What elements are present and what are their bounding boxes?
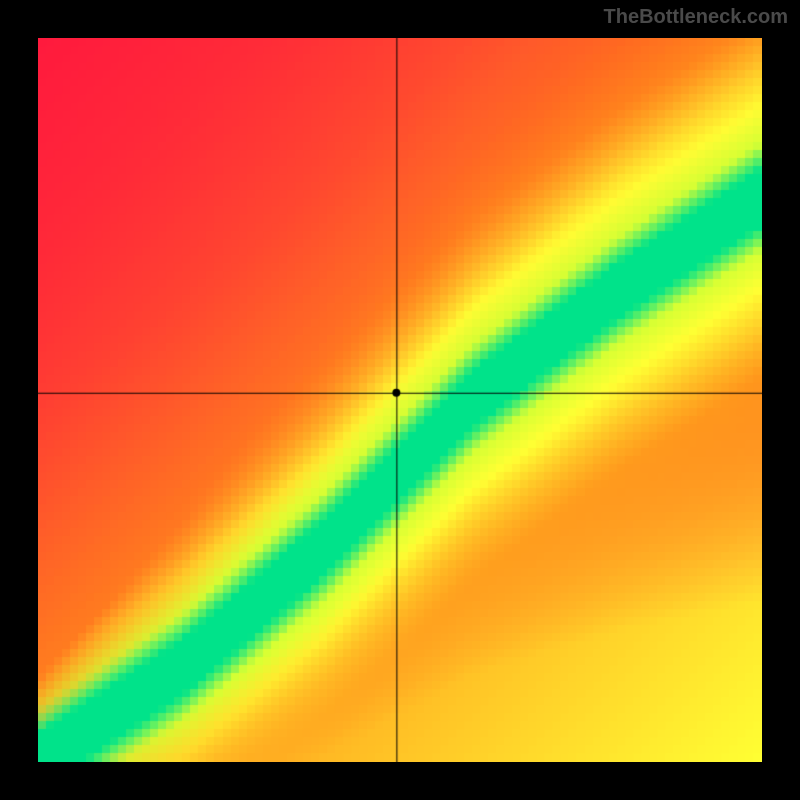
heatmap-canvas <box>38 38 762 762</box>
chart-container: TheBottleneck.com <box>0 0 800 800</box>
heatmap-plot <box>38 38 762 762</box>
watermark-text: TheBottleneck.com <box>604 6 788 29</box>
